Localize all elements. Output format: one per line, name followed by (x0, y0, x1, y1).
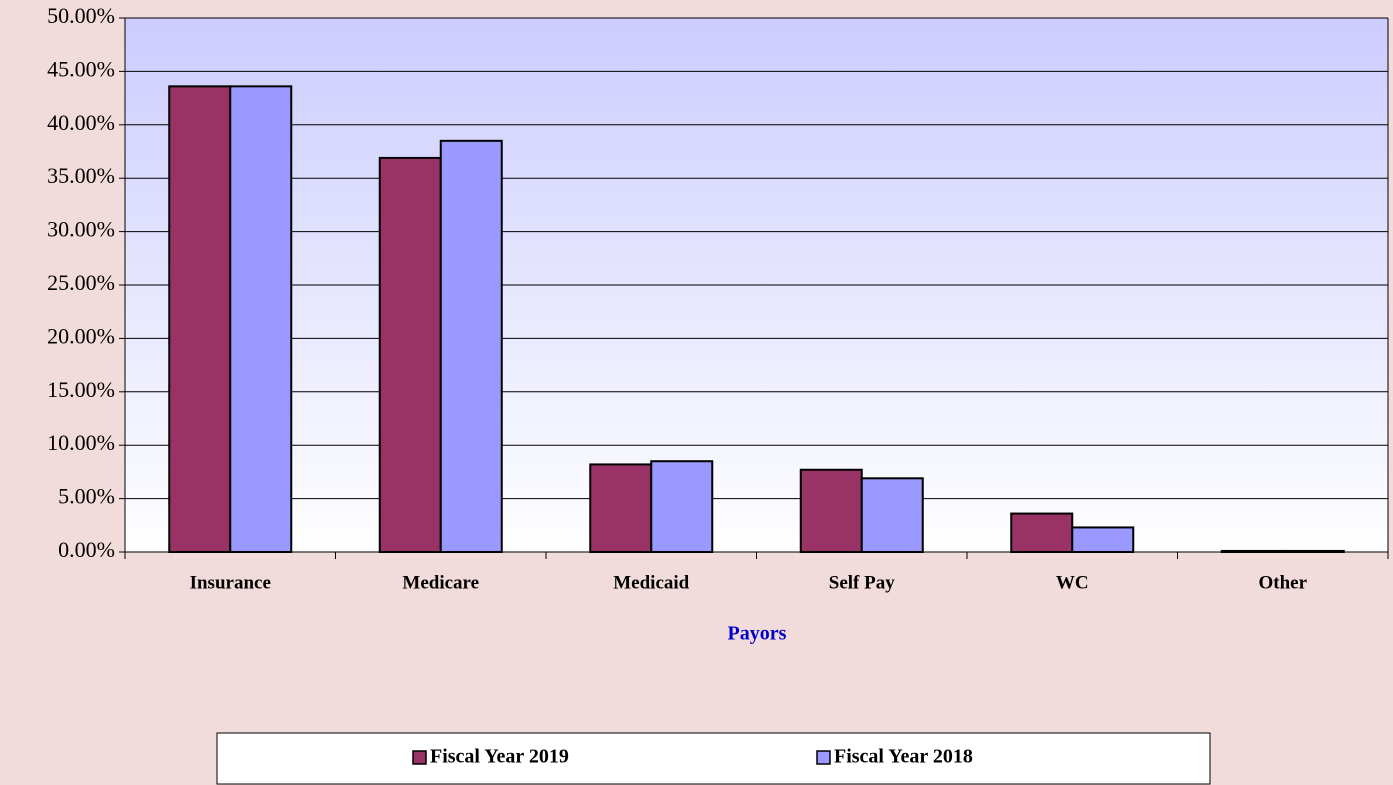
y-tick-label: 15.00% (47, 377, 115, 402)
y-tick-label: 30.00% (47, 217, 115, 242)
x-tick-label: Self Pay (829, 572, 895, 593)
legend-swatch (412, 750, 427, 765)
y-tick-label: 45.00% (47, 56, 115, 81)
y-tick-label: 20.00% (47, 323, 115, 348)
y-tick-label: 25.00% (47, 270, 115, 295)
y-tick-label: 35.00% (47, 163, 115, 188)
bar (168, 85, 232, 554)
bar (589, 463, 653, 554)
x-tick-label: Other (1258, 572, 1307, 593)
bar (1010, 512, 1074, 553)
bar (378, 156, 442, 554)
y-tick-label: 0.00% (58, 537, 115, 562)
legend (216, 732, 1211, 785)
x-tick-label: WC (1056, 572, 1089, 593)
y-tick-label: 5.00% (58, 484, 115, 509)
y-tick-label: 50.00% (47, 3, 115, 28)
y-tick-label: 10.00% (47, 430, 115, 455)
x-axis-title: Payors (728, 623, 787, 645)
x-tick-label: Medicaid (613, 572, 689, 593)
legend-label: Fiscal Year 2018 (834, 746, 973, 768)
bar (229, 85, 293, 554)
legend-swatch (816, 750, 831, 765)
y-tick-label: 40.00% (47, 110, 115, 135)
bar (439, 139, 503, 553)
legend-label: Fiscal Year 2019 (430, 746, 569, 768)
bar (799, 468, 863, 554)
x-tick-label: Insurance (190, 572, 271, 593)
x-tick-label: Medicare (402, 572, 479, 593)
bar (1071, 526, 1135, 553)
bar (860, 477, 924, 554)
bar (650, 460, 714, 553)
